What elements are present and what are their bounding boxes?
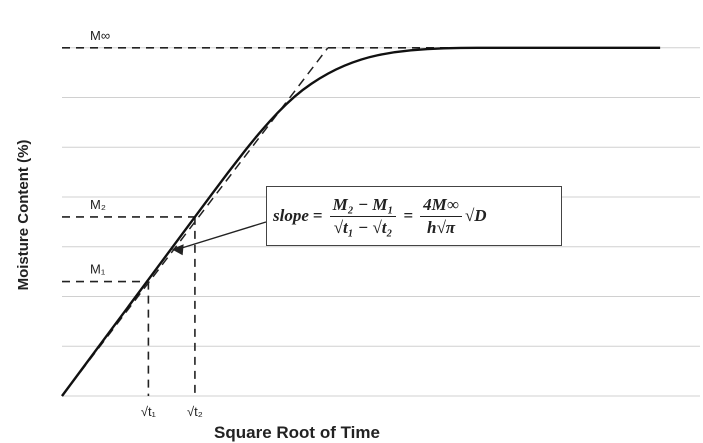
reference-label: M₁ xyxy=(90,262,106,277)
formula-frac-1: M₂ − M₁ √t₁ − √t₂ xyxy=(329,195,397,238)
reference-label: M₂ xyxy=(90,197,106,212)
x-ticks: √t₁ √t₂ xyxy=(141,404,203,419)
y-axis-title: Moisture Content (%) xyxy=(15,140,32,291)
formula-tail: √D xyxy=(464,206,487,225)
x-tick-label: √t₁ xyxy=(141,404,157,419)
formula-frac-2: 4M∞ h√π xyxy=(420,195,462,238)
x-tick-label: √t₂ xyxy=(187,404,203,419)
x-axis-title: Square Root of Time xyxy=(214,423,380,442)
reference-label: M∞ xyxy=(90,28,110,43)
slope-formula-box: slope = M₂ − M₁ √t₁ − √t₂ = 4M∞ h√π √D xyxy=(266,186,562,246)
arrow-head xyxy=(171,244,184,256)
annotation-arrow xyxy=(177,221,267,250)
formula-equals-2: = xyxy=(403,206,414,225)
formula-num-2: 4M∞ xyxy=(420,195,462,217)
formula-num-1: M₂ − M₁ xyxy=(329,195,397,217)
formula-den-2: h√π xyxy=(426,217,456,237)
formula-lhs: slope xyxy=(273,206,309,225)
series-line xyxy=(61,46,661,397)
moisture-curve xyxy=(61,46,661,397)
formula-den-1: √t₁ − √t₂ xyxy=(333,217,393,237)
formula-equals: = xyxy=(312,206,323,225)
